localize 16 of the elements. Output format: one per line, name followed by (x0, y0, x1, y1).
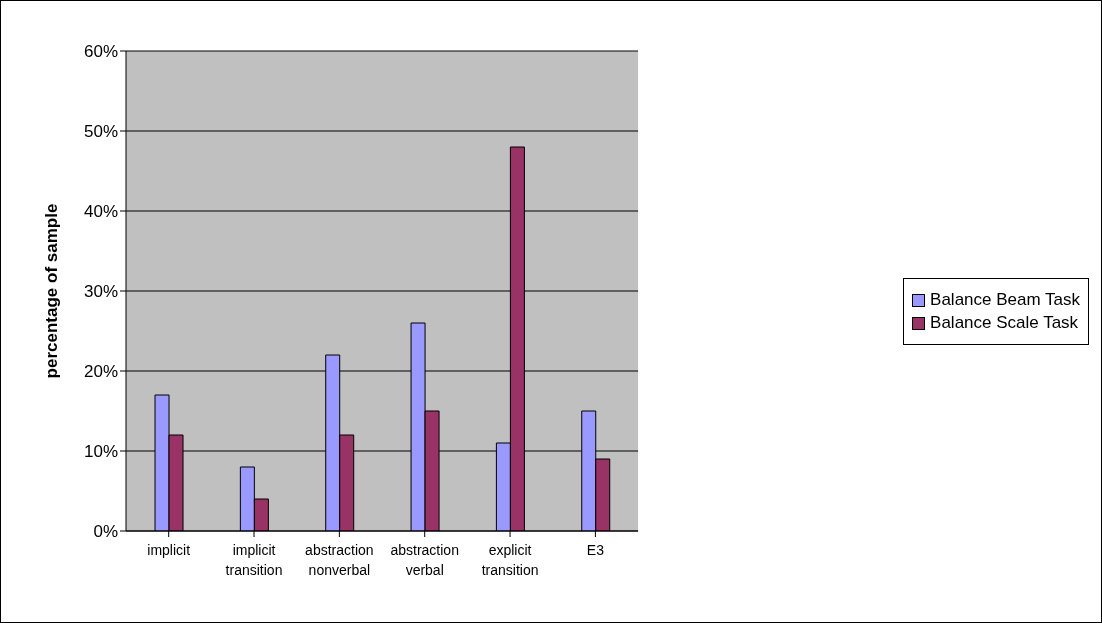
y-tick-label: 40% (83, 202, 118, 222)
x-tick-label: abstraction verbal (390, 542, 459, 578)
legend-label: Balance Scale Task (930, 313, 1079, 333)
x-tick-label: explicit transition (481, 542, 539, 578)
y-axis-title: percentage of sample (42, 203, 62, 379)
x-tick-label: E3 (586, 542, 605, 558)
y-tick-label: 20% (83, 362, 118, 382)
x-tick-label: abstraction nonverbal (305, 542, 374, 578)
y-tick-label: 30% (83, 282, 118, 302)
y-tick-label: 50% (83, 122, 118, 142)
y-tick-label: 0% (93, 522, 118, 542)
y-tick-label: 60% (83, 42, 118, 62)
x-tick-label: implicit transition (225, 542, 283, 578)
x-tick-label: implicit (147, 542, 191, 558)
y-tick-label: 10% (83, 442, 118, 462)
legend-label: Balance Beam Task (930, 290, 1080, 310)
